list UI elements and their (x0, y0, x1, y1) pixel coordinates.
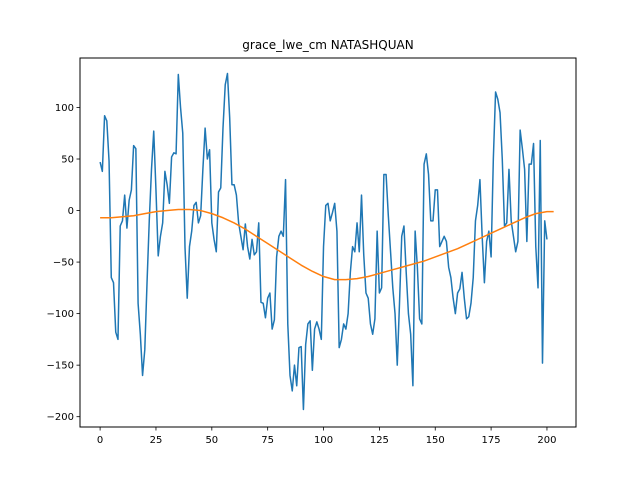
y-tick-label: 100 (55, 103, 74, 114)
y-tick-label: −50 (53, 258, 74, 269)
x-tick-label: 50 (205, 435, 218, 446)
y-tick-label: −100 (47, 309, 74, 320)
y-tick-label: 50 (61, 155, 74, 166)
x-tick-label: 100 (314, 435, 333, 446)
chart-title: grace_lwe_cm NATASHQUAN (242, 38, 413, 52)
series-line-grace-lwe (99, 72, 548, 411)
x-tick-label: 25 (150, 435, 163, 446)
y-tick-label: 0 (68, 206, 74, 217)
x-tick-label: 200 (537, 435, 556, 446)
plot-frame (79, 57, 577, 428)
x-tick-label: 175 (482, 435, 501, 446)
x-tick-label: 0 (97, 435, 103, 446)
x-tick-label: 125 (370, 435, 389, 446)
y-tick-label: −200 (47, 412, 74, 423)
x-tick-label: 75 (261, 435, 274, 446)
x-tick-label: 150 (426, 435, 445, 446)
series-line-seasonal-fit (100, 208, 554, 281)
y-tick-label: −150 (47, 361, 74, 372)
